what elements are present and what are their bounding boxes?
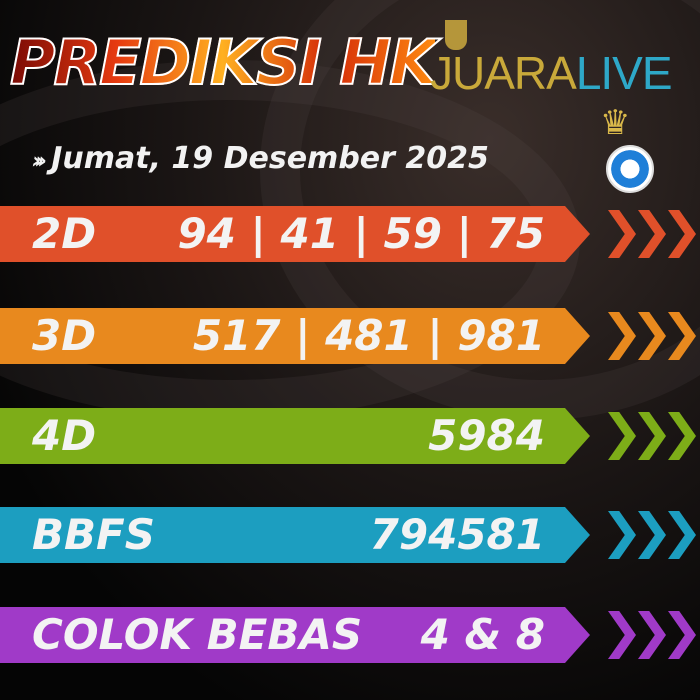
chevrons-icon xyxy=(608,511,700,559)
prediction-bar: 3D 517 | 481 | 981 xyxy=(0,308,590,364)
chevrons-icon: ››› xyxy=(32,149,47,174)
row-label: 3D xyxy=(32,311,97,360)
chevrons-icon xyxy=(608,210,700,258)
prediction-bar: 2D 94 | 41 | 59 | 75 xyxy=(0,206,590,262)
crown-icon: ♛ xyxy=(600,103,631,143)
chevrons-icon xyxy=(608,312,700,360)
row-value: 5984 xyxy=(428,411,545,460)
chevrons-icon xyxy=(608,412,700,460)
row-label: 4D xyxy=(32,411,97,460)
row-label: 2D xyxy=(32,209,97,258)
prediction-row-3d: 3D 517 | 481 | 981 xyxy=(0,308,700,364)
prediction-row-2d: 2D 94 | 41 | 59 | 75 xyxy=(0,206,700,262)
prediction-bar: COLOK BEBAS 4 & 8 xyxy=(0,607,590,663)
soccer-ball-icon xyxy=(606,145,654,193)
row-value: 4 & 8 xyxy=(420,610,545,659)
prediction-row-4d: 4D 5984 xyxy=(0,408,700,464)
date-line: ››› Jumat, 19 Desember 2025 xyxy=(32,138,489,183)
prediction-bar: BBFS 794581 xyxy=(0,507,590,563)
prediction-bar: 4D 5984 xyxy=(0,408,590,464)
row-value: 94 | 41 | 59 | 75 xyxy=(177,209,545,258)
row-value: 517 | 481 | 981 xyxy=(192,311,545,360)
row-label: COLOK BEBAS xyxy=(32,610,363,659)
chevrons-icon xyxy=(608,611,700,659)
date-text: Jumat, 19 Desember 2025 xyxy=(51,141,489,176)
trophy-icon xyxy=(445,20,467,50)
prediction-row-colok-bebas: COLOK BEBAS 4 & 8 xyxy=(0,607,700,663)
row-value: 794581 xyxy=(369,510,545,559)
brand-logo: JUARALIVE xyxy=(430,47,673,99)
page-title: PREDIKSI HK xyxy=(9,26,438,99)
prediction-row-bbfs: BBFS 794581 xyxy=(0,507,700,563)
row-label: BBFS xyxy=(32,510,155,559)
